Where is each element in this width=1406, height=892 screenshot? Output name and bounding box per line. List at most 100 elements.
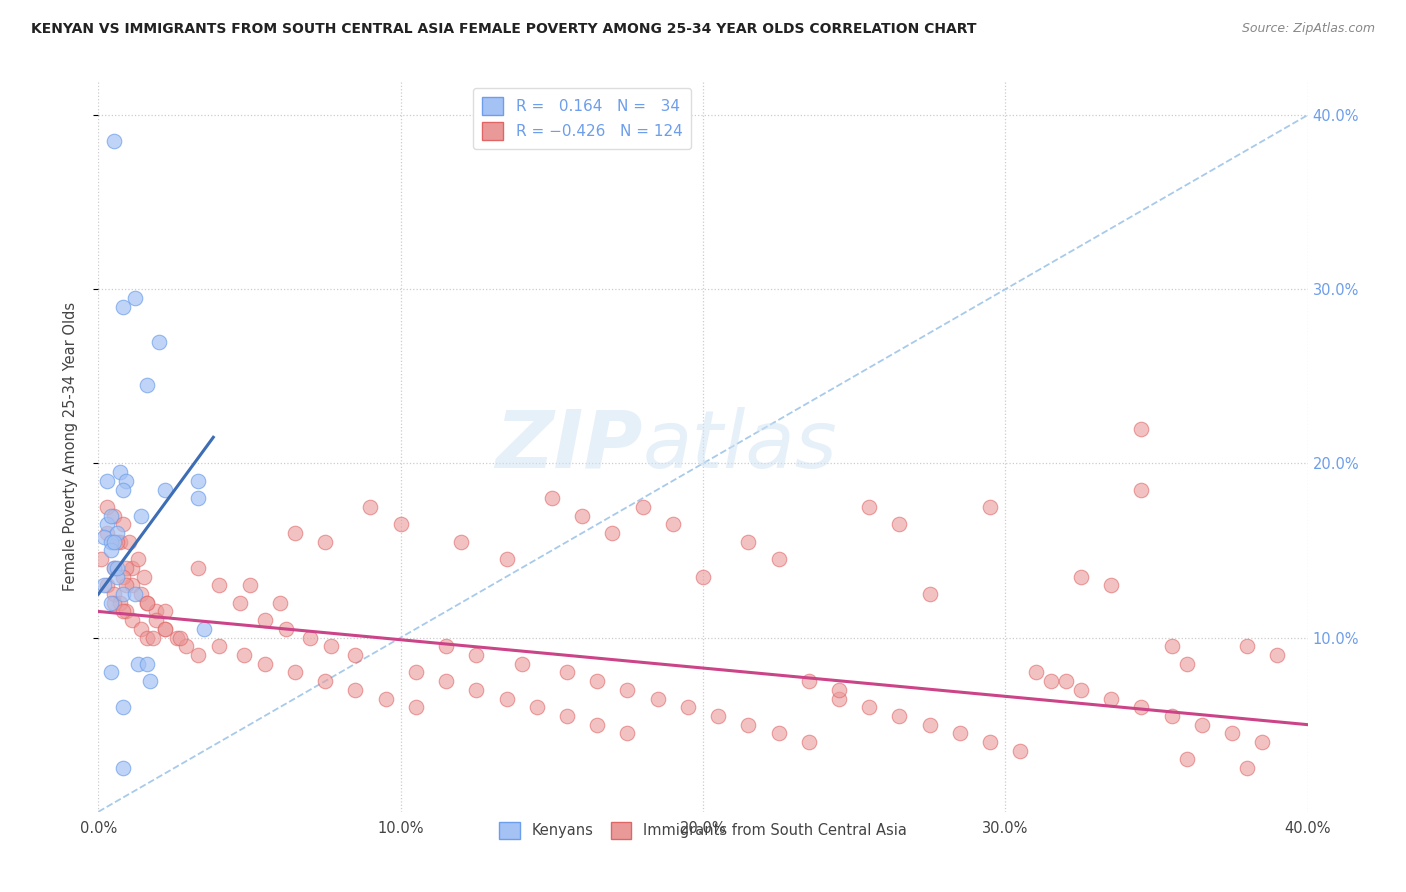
- Text: Source: ZipAtlas.com: Source: ZipAtlas.com: [1241, 22, 1375, 36]
- Point: [661, 517, 683, 532]
- Point: [153, 483, 176, 497]
- Point: [979, 735, 1001, 749]
- Point: [918, 587, 941, 601]
- Point: [631, 500, 654, 514]
- Point: [145, 604, 167, 618]
- Text: ZIP: ZIP: [495, 407, 643, 485]
- Point: [465, 682, 488, 697]
- Point: [103, 561, 125, 575]
- Point: [495, 552, 517, 566]
- Point: [434, 674, 457, 689]
- Point: [121, 613, 143, 627]
- Text: KENYAN VS IMMIGRANTS FROM SOUTH CENTRAL ASIA FEMALE POVERTY AMONG 25-34 YEAR OLD: KENYAN VS IMMIGRANTS FROM SOUTH CENTRAL …: [31, 22, 976, 37]
- Y-axis label: Female Poverty Among 25-34 Year Olds: Female Poverty Among 25-34 Year Olds: [63, 301, 77, 591]
- Point: [526, 700, 548, 714]
- Point: [676, 700, 699, 714]
- Point: [118, 534, 141, 549]
- Point: [797, 674, 820, 689]
- Point: [96, 578, 118, 592]
- Point: [208, 578, 231, 592]
- Point: [103, 508, 125, 523]
- Point: [465, 648, 488, 662]
- Point: [692, 569, 714, 583]
- Point: [103, 561, 125, 575]
- Point: [1175, 752, 1198, 766]
- Point: [105, 526, 128, 541]
- Point: [105, 561, 128, 575]
- Point: [434, 640, 457, 654]
- Point: [90, 552, 112, 566]
- Point: [1010, 744, 1032, 758]
- Point: [114, 474, 136, 488]
- Point: [1236, 761, 1258, 775]
- Point: [169, 631, 191, 645]
- Point: [737, 534, 759, 549]
- Point: [114, 578, 136, 592]
- Point: [93, 530, 115, 544]
- Point: [389, 517, 412, 532]
- Point: [124, 587, 146, 601]
- Point: [253, 613, 276, 627]
- Point: [858, 700, 880, 714]
- Point: [949, 726, 972, 740]
- Point: [153, 604, 176, 618]
- Point: [208, 640, 231, 654]
- Point: [96, 474, 118, 488]
- Legend: Kenyans, Immigrants from South Central Asia: Kenyans, Immigrants from South Central A…: [494, 816, 912, 845]
- Point: [405, 700, 427, 714]
- Point: [450, 534, 472, 549]
- Point: [127, 552, 149, 566]
- Point: [1160, 640, 1182, 654]
- Point: [93, 578, 115, 592]
- Point: [321, 640, 343, 654]
- Point: [153, 622, 176, 636]
- Point: [100, 596, 122, 610]
- Point: [1099, 578, 1122, 592]
- Point: [193, 622, 215, 636]
- Point: [314, 534, 336, 549]
- Point: [768, 726, 790, 740]
- Point: [111, 700, 134, 714]
- Point: [239, 578, 262, 592]
- Point: [828, 682, 851, 697]
- Point: [132, 569, 155, 583]
- Point: [540, 491, 562, 506]
- Point: [555, 665, 578, 680]
- Point: [979, 500, 1001, 514]
- Point: [510, 657, 533, 671]
- Point: [274, 622, 297, 636]
- Point: [103, 534, 125, 549]
- Point: [121, 561, 143, 575]
- Point: [103, 596, 125, 610]
- Point: [495, 691, 517, 706]
- Point: [405, 665, 427, 680]
- Point: [114, 604, 136, 618]
- Point: [1160, 709, 1182, 723]
- Point: [284, 526, 307, 541]
- Point: [96, 526, 118, 541]
- Point: [1070, 569, 1092, 583]
- Point: [111, 569, 134, 583]
- Point: [148, 334, 170, 349]
- Point: [571, 508, 593, 523]
- Point: [586, 674, 609, 689]
- Point: [187, 491, 209, 506]
- Point: [797, 735, 820, 749]
- Point: [1024, 665, 1046, 680]
- Point: [100, 534, 122, 549]
- Point: [229, 596, 252, 610]
- Point: [105, 534, 128, 549]
- Point: [111, 517, 134, 532]
- Point: [889, 517, 911, 532]
- Point: [111, 604, 134, 618]
- Point: [108, 465, 131, 479]
- Point: [360, 500, 382, 514]
- Point: [135, 596, 157, 610]
- Point: [647, 691, 669, 706]
- Point: [174, 640, 197, 654]
- Point: [124, 291, 146, 305]
- Point: [135, 378, 157, 392]
- Point: [1130, 700, 1153, 714]
- Text: atlas: atlas: [643, 407, 838, 485]
- Point: [232, 648, 254, 662]
